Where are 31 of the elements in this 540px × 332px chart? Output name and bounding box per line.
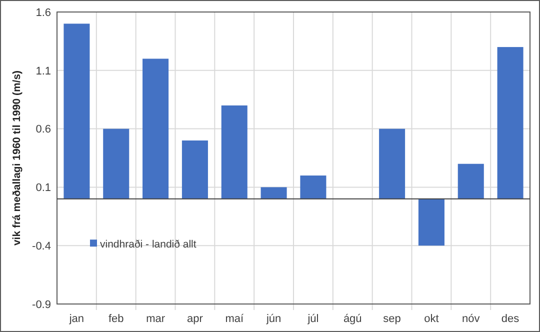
- bar: [497, 47, 524, 199]
- x-tick-label: feb: [108, 313, 124, 325]
- bar: [300, 176, 326, 199]
- y-axis-title: vik frá meðallagi 1960 til 1990 (m/s): [11, 70, 23, 246]
- x-tick-label: maí: [225, 313, 244, 325]
- x-tick-label: jún: [265, 313, 282, 325]
- x-tick-label: sep: [383, 313, 401, 325]
- y-tick-label: 1.6: [36, 6, 51, 19]
- bar: [64, 24, 90, 199]
- bar: [182, 140, 208, 199]
- bar: [142, 58, 169, 199]
- bar: [260, 187, 287, 199]
- bar: [458, 164, 484, 199]
- x-tick-label: apr: [187, 313, 204, 325]
- y-tick-label: 0.6: [36, 124, 51, 136]
- y-tick-label: -0.9: [32, 298, 51, 311]
- x-tick-label: nóv: [462, 313, 480, 325]
- bar: [103, 128, 130, 199]
- bar: [418, 198, 444, 246]
- y-tick-label: 1.1: [36, 65, 51, 78]
- bar: [379, 128, 406, 199]
- x-tick-label: mar: [146, 313, 166, 325]
- x-tick-label: jan: [68, 313, 84, 325]
- bar: [221, 105, 248, 199]
- x-tick-label: júl: [306, 313, 319, 325]
- x-tick-label: des: [501, 313, 520, 325]
- x-tick-label: ágú: [343, 313, 362, 325]
- x-tick-label: okt: [424, 313, 439, 325]
- y-tick-label: 0.1: [36, 182, 51, 194]
- y-tick-label: -0.4: [32, 240, 51, 252]
- legend-label: vindhraði - landið allt: [100, 238, 196, 251]
